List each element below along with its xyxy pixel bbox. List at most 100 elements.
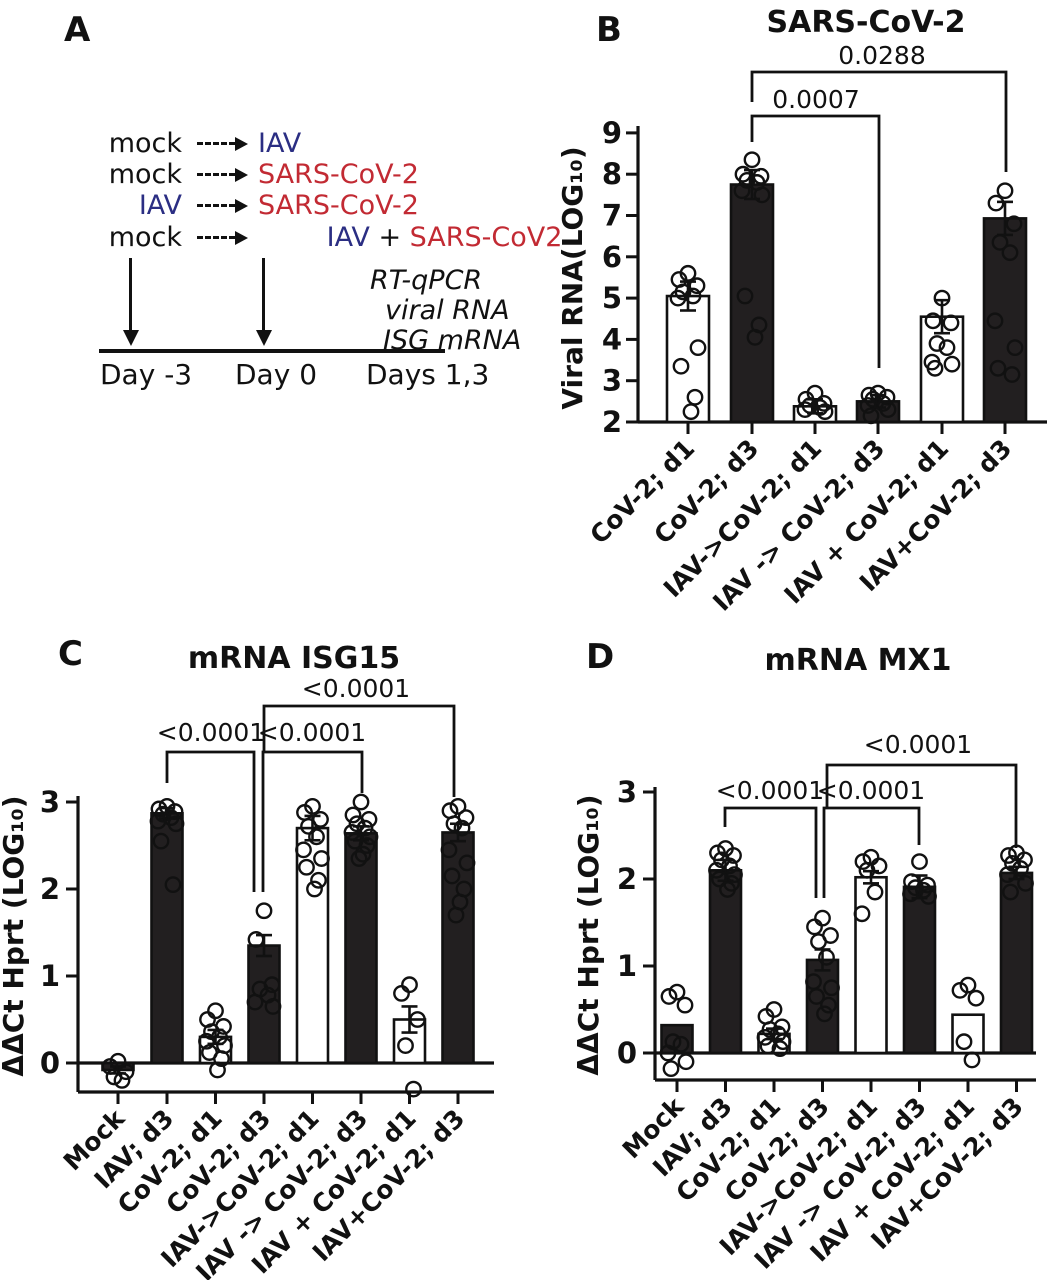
bar-IAV; d3	[708, 868, 743, 1055]
data-point	[298, 858, 315, 876]
data-point	[149, 812, 167, 830]
data-point	[676, 996, 694, 1014]
bar-IAV+CoV-2; d3	[999, 871, 1034, 1055]
data-point	[853, 905, 871, 923]
data-point	[449, 797, 467, 815]
data-point	[991, 233, 1009, 251]
bar-CoV-2; d3	[247, 944, 281, 1065]
y-axis-label: ΔΔCt Hprt (LOG₁₀)	[0, 795, 30, 1076]
data-point	[1001, 244, 1019, 262]
data-point	[726, 866, 743, 884]
data-point	[447, 906, 465, 924]
data-point	[967, 989, 985, 1007]
panel-label-a: A	[64, 10, 91, 50]
data-point	[344, 806, 362, 824]
inoculum-label: IAV	[138, 190, 182, 221]
data-point	[1012, 860, 1029, 877]
y-tick-label: 5	[602, 281, 622, 315]
bar-CoV-2; d1	[665, 294, 711, 424]
data-point	[902, 885, 919, 903]
data-point	[816, 1005, 833, 1023]
p-value-label: <0.0001	[302, 674, 410, 703]
data-point	[440, 841, 458, 859]
significance-bracket	[822, 806, 921, 898]
schematic-row: mock SARS-CoV-2	[92, 159, 419, 190]
data-point	[963, 1051, 981, 1069]
timeline-label: Days 1,3	[366, 358, 490, 391]
data-point	[859, 397, 877, 414]
data-point	[660, 988, 678, 1005]
data-point	[862, 407, 880, 425]
data-point	[393, 985, 410, 1002]
schematic-row: mock IAV	[92, 128, 302, 159]
data-point	[1002, 883, 1019, 901]
data-point	[312, 811, 329, 828]
data-point	[207, 1002, 224, 1020]
data-point	[409, 1011, 426, 1028]
y-axis-label: ΔΔCt Hprt (LOG₁₀)	[572, 794, 605, 1075]
inoculum-label: mock	[108, 128, 182, 159]
data-point	[955, 1033, 973, 1051]
p-value-label: <0.0001	[157, 718, 265, 747]
bar-IAV+CoV-2; d3	[441, 831, 475, 1065]
arrowhead-icon	[255, 330, 272, 346]
data-point	[113, 1072, 131, 1089]
dashed-arrow-icon	[197, 142, 235, 145]
data-point	[348, 815, 366, 833]
data-point	[358, 837, 376, 854]
data-point	[255, 902, 273, 920]
data-point	[924, 312, 942, 330]
y-tick-label: 3	[602, 364, 622, 398]
y-tick-label: 6	[602, 240, 622, 274]
assay-line: ISG mRNA	[383, 325, 522, 356]
bar-CoV-2; d3	[729, 183, 775, 424]
data-point	[738, 171, 756, 189]
y-tick-label: 3	[40, 785, 60, 819]
data-point	[659, 1044, 677, 1062]
data-point	[911, 853, 928, 870]
inoculum-label: mock	[108, 159, 182, 190]
dashed-arrow-icon	[197, 236, 235, 239]
data-point	[445, 815, 463, 833]
dashed-arrow-icon	[197, 204, 235, 207]
data-point	[753, 186, 771, 204]
p-value-label: 0.0007	[772, 85, 859, 114]
data-point	[300, 817, 317, 835]
data-point	[928, 335, 946, 352]
data-point	[866, 883, 884, 901]
data-point	[152, 832, 170, 850]
data-point	[733, 182, 751, 200]
timeline-arrow-day-minus3	[121, 258, 140, 346]
data-point	[308, 828, 325, 846]
data-point	[343, 824, 361, 841]
data-point	[1016, 851, 1033, 869]
data-point	[101, 1058, 119, 1075]
virus-label: IAV	[258, 128, 302, 159]
data-point	[264, 998, 282, 1015]
chart-title: mRNA ISG15	[188, 641, 400, 676]
data-point	[198, 1032, 215, 1050]
arrow-stem	[261, 258, 266, 330]
data-point	[677, 1053, 695, 1071]
timeline-label: Day 0	[235, 358, 318, 391]
p-value-label: <0.0001	[864, 730, 972, 759]
data-point	[951, 981, 969, 999]
data-point	[942, 314, 960, 332]
bar-IAV -> CoV-2; d3	[902, 885, 937, 1055]
y-tick-label: 7	[602, 199, 622, 233]
data-point	[213, 1050, 230, 1068]
virus-label: SARS-CoV2	[409, 222, 563, 253]
arrowhead-icon	[235, 136, 248, 151]
schematic-row: mock IAV + SARS-CoV2	[92, 222, 563, 253]
data-point	[796, 401, 814, 419]
panel-label-d: D	[586, 637, 615, 677]
p-value-label: <0.0001	[258, 718, 366, 747]
data-point	[860, 386, 878, 404]
arrow-stem	[128, 258, 133, 330]
bar-IAV; d3	[150, 812, 184, 1065]
p-value-label: <0.0001	[817, 776, 925, 805]
data-point	[306, 880, 323, 898]
